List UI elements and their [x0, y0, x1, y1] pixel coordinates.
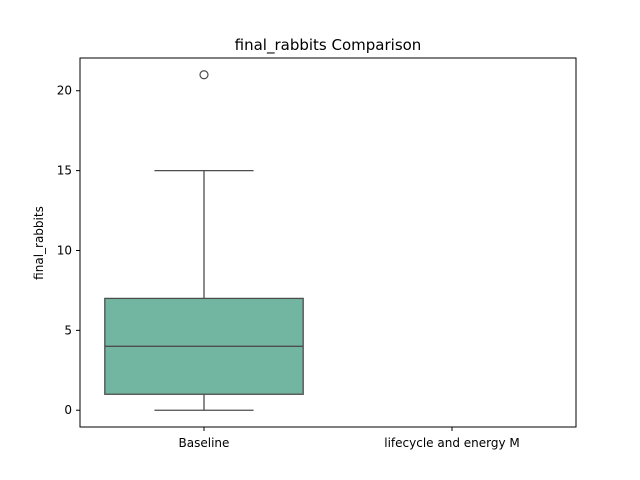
plot-frame: [79, 57, 577, 428]
y-tick-label: 0: [64, 403, 72, 417]
x-tick-label: Baseline: [179, 436, 230, 450]
y-tick-label: 10: [57, 243, 72, 257]
plot-area: [104, 70, 304, 411]
chart-title: final_rabbits Comparison: [235, 36, 422, 55]
y-axis-label: final_rabbits: [32, 206, 46, 280]
y-axis: 0 5 10 15 20: [57, 84, 80, 417]
y-tick-label: 15: [57, 164, 72, 178]
x-axis: Baseline lifecycle and energy M: [179, 427, 520, 450]
y-tick-label: 20: [57, 84, 72, 98]
y-tick-label: 5: [64, 323, 72, 337]
x-tick-label: lifecycle and energy M: [384, 436, 519, 450]
outlier-point: [199, 70, 209, 80]
